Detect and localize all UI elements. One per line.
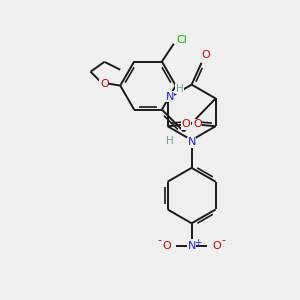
- Text: O: O: [193, 119, 202, 129]
- Text: O: O: [182, 119, 190, 129]
- Text: -: -: [158, 235, 162, 245]
- Text: O: O: [100, 79, 109, 88]
- Text: Cl: Cl: [176, 35, 187, 45]
- Text: N: N: [188, 137, 196, 147]
- Text: -: -: [221, 235, 225, 245]
- Text: H: H: [176, 84, 183, 94]
- Text: +: +: [194, 238, 201, 247]
- Text: N: N: [188, 241, 196, 251]
- Text: N: N: [165, 92, 174, 101]
- Text: O: O: [201, 50, 210, 60]
- Text: O: O: [163, 241, 171, 251]
- Text: O: O: [212, 241, 221, 251]
- Text: H: H: [166, 136, 174, 146]
